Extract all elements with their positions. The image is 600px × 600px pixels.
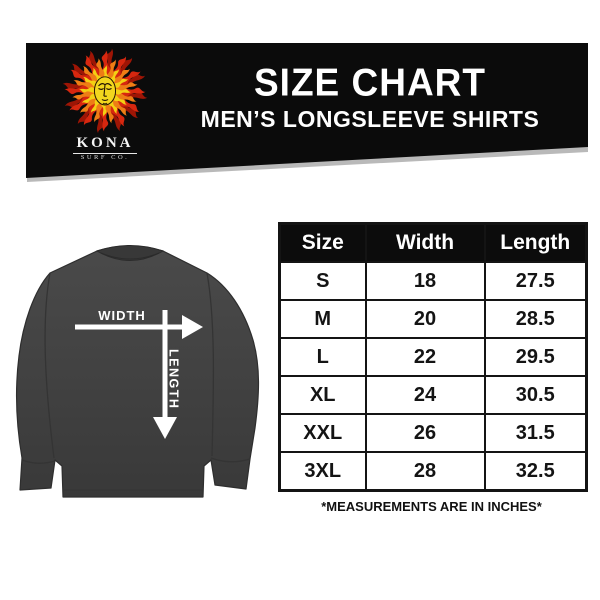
size-table-head-row: Size Width Length (278, 222, 588, 263)
measurements-footnote: *MEASUREMENTS ARE IN INCHES* (321, 499, 542, 514)
table-cell-length: 31.5 (483, 413, 588, 453)
table-row: XXL 26 31.5 (278, 413, 588, 453)
table-cell-length: 32.5 (483, 451, 588, 492)
table-cell-size: S (278, 261, 367, 301)
table-row: L 22 29.5 (278, 337, 588, 377)
column-header-length: Length (483, 222, 588, 263)
table-row: M 20 28.5 (278, 299, 588, 339)
shirt-silhouette (16, 245, 260, 498)
column-header-width: Width (364, 222, 486, 263)
table-cell-width: 26 (364, 413, 486, 453)
size-table-body: S 18 27.5 M 20 28.5 L 22 29.5 XL 24 30.5 XXL 26 31.5 3X… (278, 261, 588, 492)
table-cell-size: XL (278, 375, 367, 415)
width-arrow-label: WIDTH (98, 308, 146, 323)
brand-subname: SURF CO. (80, 154, 130, 161)
measurement-arrows: WIDTH LENGTH (75, 308, 203, 439)
table-cell-size: 3XL (278, 451, 367, 492)
brand-name: KONA (76, 135, 134, 151)
banner-titles: SIZE CHART MEN’S LONGSLEEVE SHIRTS (162, 61, 578, 132)
table-cell-width: 28 (364, 451, 486, 492)
table-cell-width: 24 (364, 375, 486, 415)
table-cell-width: 22 (364, 337, 486, 377)
sun-flames-icon (61, 45, 149, 135)
table-cell-size: XXL (278, 413, 367, 453)
table-cell-size: M (278, 299, 367, 339)
page-title: SIZE CHART (254, 61, 486, 104)
kona-logo: KONA SURF CO. (52, 45, 158, 162)
table-row: S 18 27.5 (278, 261, 588, 301)
brand-divider (73, 153, 137, 154)
table-cell-length: 28.5 (483, 299, 588, 339)
table-cell-length: 30.5 (483, 375, 588, 415)
table-row: 3XL 28 32.5 (278, 451, 588, 492)
table-cell-length: 27.5 (483, 261, 588, 301)
table-cell-length: 29.5 (483, 337, 588, 377)
size-table: Size Width Length S 18 27.5 M 20 28.5 L 22 29.5 XL 2… (278, 222, 588, 492)
page-subtitle: MEN’S LONGSLEEVE SHIRTS (200, 106, 540, 132)
table-row: XL 24 30.5 (278, 375, 588, 415)
header-banner: KONA SURF CO. SIZE CHART MEN’S LONGSLEEV… (26, 43, 588, 178)
table-cell-size: L (278, 337, 367, 377)
table-cell-width: 18 (364, 261, 486, 301)
column-header-size: Size (278, 222, 367, 263)
table-cell-width: 20 (364, 299, 486, 339)
length-arrow-label: LENGTH (167, 349, 181, 409)
shirt-measurement-diagram: WIDTH LENGTH (16, 245, 260, 498)
